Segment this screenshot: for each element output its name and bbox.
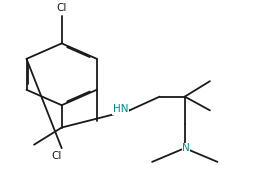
Text: N: N — [182, 143, 190, 153]
Text: Cl: Cl — [52, 151, 62, 161]
Text: Cl: Cl — [56, 3, 67, 13]
Text: HN: HN — [113, 104, 128, 115]
